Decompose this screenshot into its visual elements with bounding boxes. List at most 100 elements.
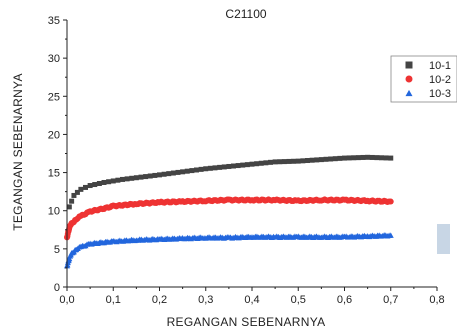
data-point-10-1 xyxy=(346,155,352,161)
data-point-10-1 xyxy=(328,156,334,162)
series-10-2 xyxy=(64,196,394,241)
data-point-10-1 xyxy=(281,159,287,165)
data-point-10-1 xyxy=(133,175,139,181)
plot-area xyxy=(64,154,394,269)
y-tick-label: 35 xyxy=(48,15,60,27)
data-point-10-1 xyxy=(314,157,320,163)
y-tick-label: 30 xyxy=(48,53,60,65)
data-point-10-1 xyxy=(263,160,269,166)
y-tick-label: 15 xyxy=(48,168,60,180)
data-point-10-1 xyxy=(78,186,84,192)
data-point-10-1 xyxy=(129,175,135,181)
data-point-10-1 xyxy=(244,162,250,168)
data-point-10-1 xyxy=(66,204,72,210)
data-point-10-1 xyxy=(147,173,153,179)
data-point-10-1 xyxy=(291,158,297,164)
x-tick-label: 0,5 xyxy=(291,294,306,306)
data-point-10-1 xyxy=(379,155,384,161)
data-point-10-1 xyxy=(124,176,130,182)
y-tick-label: 20 xyxy=(48,129,60,141)
data-point-10-1 xyxy=(235,163,241,169)
data-point-10-1 xyxy=(143,174,149,180)
data-point-10-1 xyxy=(337,155,343,161)
y-tick-label: 0 xyxy=(54,282,60,294)
y-axis-title: TEGANGAN SEBENARNYA xyxy=(11,73,25,231)
data-point-10-1 xyxy=(115,177,121,183)
legend-box xyxy=(390,55,457,103)
data-point-10-1 xyxy=(365,154,371,160)
axes: 0,0 0,1 0,2 0,3 0,4 0,5 0,6 0,7 0,8 0 5 10 15 20 25 30 3… xyxy=(48,15,445,306)
y-tick-label: 5 xyxy=(54,244,60,256)
data-point-10-1 xyxy=(351,155,357,161)
series-10-3 xyxy=(64,232,394,269)
data-point-10-1 xyxy=(217,164,223,170)
data-point-10-1 xyxy=(309,157,315,163)
data-point-10-1 xyxy=(268,159,273,165)
data-point-10-1 xyxy=(355,155,361,161)
data-point-10-1 xyxy=(184,168,190,174)
data-point-10-1 xyxy=(318,157,324,163)
x-tick-label: 0,4 xyxy=(244,294,259,306)
data-point-10-1 xyxy=(152,172,158,178)
selection-handle[interactable] xyxy=(437,224,450,254)
legend-label: 10-2 xyxy=(429,74,451,86)
data-point-10-1 xyxy=(194,167,199,173)
data-point-10-1 xyxy=(180,169,186,175)
x-tick-label: 0,6 xyxy=(337,294,352,306)
data-point-10-1 xyxy=(254,161,260,167)
data-point-10-3 xyxy=(387,232,394,238)
data-point-10-1 xyxy=(221,164,227,170)
data-point-10-1 xyxy=(369,154,375,160)
chart-title: C21100 xyxy=(225,7,266,21)
legend-label: 10-1 xyxy=(429,60,451,72)
data-point-10-1 xyxy=(388,155,394,161)
data-point-10-1 xyxy=(300,158,306,164)
data-point-10-1 xyxy=(295,158,301,164)
data-point-10-1 xyxy=(87,183,93,189)
data-point-10-1 xyxy=(258,160,264,166)
x-axis-title: REGANGAN SEBENARNYA xyxy=(167,315,326,329)
x-tick-label: 0,0 xyxy=(59,294,74,306)
data-point-10-1 xyxy=(286,158,292,164)
x-tick-label: 0,3 xyxy=(198,294,213,306)
x-tick-label: 0,7 xyxy=(383,294,398,306)
data-point-10-1 xyxy=(71,192,77,198)
data-point-10-1 xyxy=(161,171,167,177)
data-point-10-1 xyxy=(106,179,112,185)
data-point-10-1 xyxy=(374,155,380,161)
data-point-10-1 xyxy=(240,162,246,168)
data-point-10-1 xyxy=(110,178,116,184)
legend-marker-10-3 xyxy=(405,89,413,97)
legend-label: 10-3 xyxy=(429,88,451,100)
series-10-1 xyxy=(66,154,394,210)
data-point-10-1 xyxy=(198,166,204,172)
data-point-10-1 xyxy=(83,184,88,190)
data-point-10-1 xyxy=(101,179,107,185)
data-point-10-1 xyxy=(212,165,218,171)
data-point-10-1 xyxy=(383,155,389,161)
y-tick-label: 25 xyxy=(48,91,60,103)
data-point-10-1 xyxy=(138,174,144,180)
data-point-10-1 xyxy=(272,159,278,165)
x-tick-label: 0,2 xyxy=(152,294,167,306)
x-tick-label: 0,8 xyxy=(429,294,444,306)
data-point-10-1 xyxy=(69,198,75,204)
data-point-10-1 xyxy=(203,166,209,172)
x-tick-label: 0,1 xyxy=(106,294,121,306)
data-point-10-1 xyxy=(166,171,172,177)
data-point-10-1 xyxy=(157,172,162,178)
data-point-10-1 xyxy=(323,156,329,162)
data-point-10-1 xyxy=(207,165,213,171)
data-point-10-1 xyxy=(170,170,176,176)
data-point-10-1 xyxy=(74,189,80,195)
data-point-10-1 xyxy=(332,156,338,162)
legend-marker-10-2 xyxy=(405,75,413,83)
legend: 10-1 10-2 10-3 xyxy=(390,55,457,103)
data-point-10-1 xyxy=(305,158,310,164)
data-point-10-1 xyxy=(360,154,366,160)
data-point-10-1 xyxy=(120,176,125,182)
data-point-10-1 xyxy=(92,182,98,188)
data-point-10-1 xyxy=(231,163,236,169)
data-point-10-1 xyxy=(226,163,232,169)
